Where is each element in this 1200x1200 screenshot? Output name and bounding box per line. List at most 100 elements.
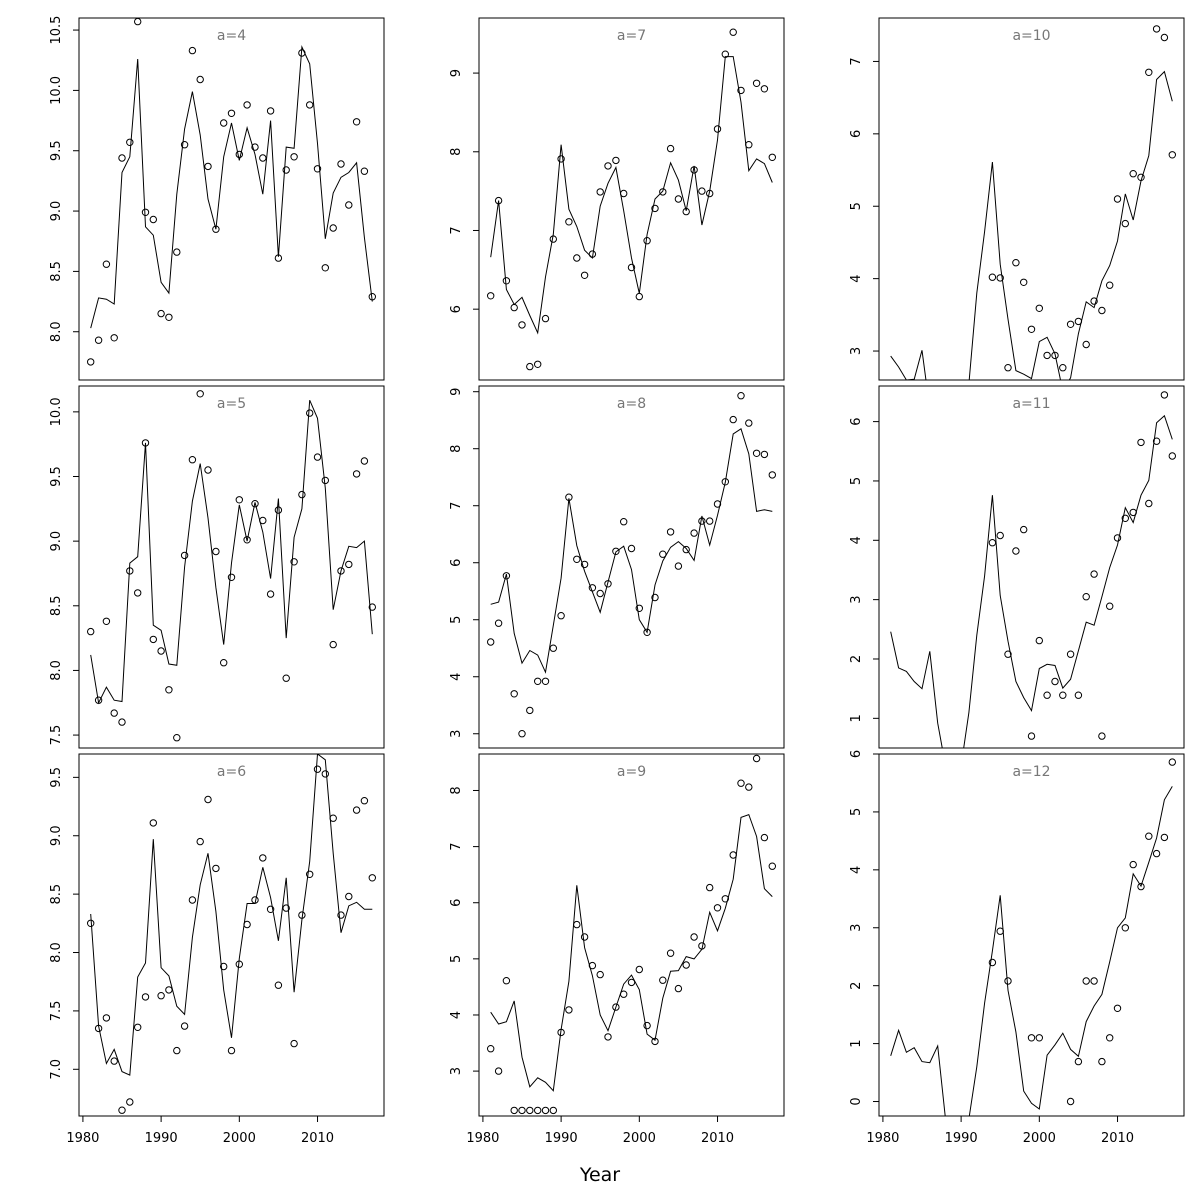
- observed-point: [266, 905, 275, 913]
- x-axis-label: Year: [579, 1164, 620, 1186]
- y-tick-label: 5: [449, 955, 464, 963]
- observed-point: [259, 854, 267, 862]
- observed-point: [721, 478, 729, 486]
- observed-point: [1082, 977, 1090, 985]
- observed-point: [282, 904, 290, 912]
- observed-point: [337, 160, 345, 168]
- observed-point: [643, 628, 651, 636]
- panel-title: a=5: [217, 396, 246, 412]
- observed-point: [1004, 650, 1012, 658]
- x-tick-label: 2000: [223, 1131, 256, 1146]
- observed-point: [243, 536, 251, 544]
- y-tick-label: 5: [449, 616, 464, 624]
- observed-point: [698, 942, 706, 950]
- observed-point: [737, 86, 745, 95]
- y-tick-label: 9.0: [49, 531, 64, 552]
- observed-point: [1113, 1004, 1122, 1012]
- y-tick-label: 8: [449, 148, 464, 156]
- observed-point: [502, 572, 511, 580]
- y-tick-label: 8: [449, 445, 464, 453]
- observed-point: [988, 273, 997, 281]
- observed-point: [360, 797, 369, 805]
- observed-point: [1152, 437, 1161, 445]
- observed-point: [1098, 1057, 1106, 1066]
- panel-title: a=7: [617, 28, 646, 44]
- observed-point: [573, 254, 581, 262]
- observed-point: [580, 933, 589, 941]
- panel: a=4 8.0 8.5 9.0 9.5 10.0 10.5: [49, 16, 385, 381]
- observed-point: [220, 659, 228, 667]
- observed-point: [510, 303, 518, 312]
- observed-point: [188, 896, 197, 904]
- observed-point: [612, 156, 620, 165]
- observed-point: [518, 730, 526, 738]
- observed-point: [352, 806, 361, 814]
- observed-point: [157, 647, 165, 655]
- observed-point: [87, 627, 95, 636]
- observed-point: [1129, 860, 1137, 869]
- observed-point: [1082, 593, 1090, 601]
- observed-point: [259, 516, 267, 525]
- y-tick-label: 5: [849, 477, 864, 485]
- observed-point: [1012, 547, 1020, 555]
- observed-point: [87, 919, 95, 927]
- panel-frame: [478, 753, 785, 1117]
- observed-point: [1082, 340, 1090, 349]
- observed-point: [227, 573, 236, 581]
- y-tick-label: 3: [449, 730, 464, 738]
- x-tick-label: 2010: [1101, 1131, 1134, 1146]
- observed-point: [588, 250, 597, 258]
- observed-point: [557, 612, 565, 620]
- observed-point: [760, 85, 769, 93]
- observed-point: [549, 644, 557, 652]
- observed-point: [768, 153, 776, 162]
- observed-point: [1020, 278, 1028, 286]
- observed-point: [502, 277, 511, 285]
- observed-point: [1004, 364, 1012, 372]
- observed-point: [102, 260, 111, 268]
- observed-point: [737, 392, 745, 400]
- observed-point: [1113, 534, 1122, 542]
- observed-point: [329, 814, 337, 822]
- observed-point: [345, 560, 353, 569]
- observed-point: [1152, 25, 1161, 33]
- observed-point: [565, 1006, 573, 1014]
- observed-point: [666, 949, 675, 957]
- observed-point: [494, 196, 503, 205]
- observed-point: [1113, 195, 1122, 203]
- observed-point: [266, 107, 275, 115]
- observed-point: [1106, 1034, 1114, 1042]
- panel-frame: [478, 17, 785, 381]
- observed-point: [212, 547, 220, 556]
- observed-point: [651, 593, 659, 602]
- observed-point: [110, 334, 118, 342]
- observed-point: [368, 293, 376, 301]
- y-tick-label: 6: [849, 750, 864, 758]
- observed-point: [752, 449, 761, 457]
- observed-point: [188, 46, 197, 55]
- y-tick-label: 8.5: [49, 595, 64, 616]
- observed-point: [635, 604, 643, 612]
- y-tick-label: 6: [449, 559, 464, 567]
- observed-point: [659, 188, 667, 196]
- observed-point: [212, 864, 220, 873]
- observed-point: [157, 309, 165, 318]
- observed-point: [534, 1106, 542, 1115]
- observed-point: [196, 75, 204, 84]
- observed-point: [620, 518, 628, 526]
- observed-point: [651, 204, 659, 213]
- observed-point: [1160, 391, 1169, 399]
- observed-point: [102, 1014, 111, 1022]
- observed-point: [580, 560, 589, 569]
- panel-title: a=9: [617, 764, 646, 780]
- panel-frame: [478, 385, 785, 749]
- observed-point: [1106, 281, 1114, 289]
- observed-point: [173, 1046, 181, 1055]
- panels: a=48.08.59.09.510.010.5 a=76789a=1034567a…: [49, 16, 1185, 1146]
- observed-point: [635, 965, 643, 974]
- observed-point: [118, 1106, 126, 1114]
- observed-point: [1160, 833, 1169, 842]
- observed-point: [1098, 306, 1106, 315]
- observed-point: [557, 155, 565, 163]
- observed-point: [1027, 325, 1036, 333]
